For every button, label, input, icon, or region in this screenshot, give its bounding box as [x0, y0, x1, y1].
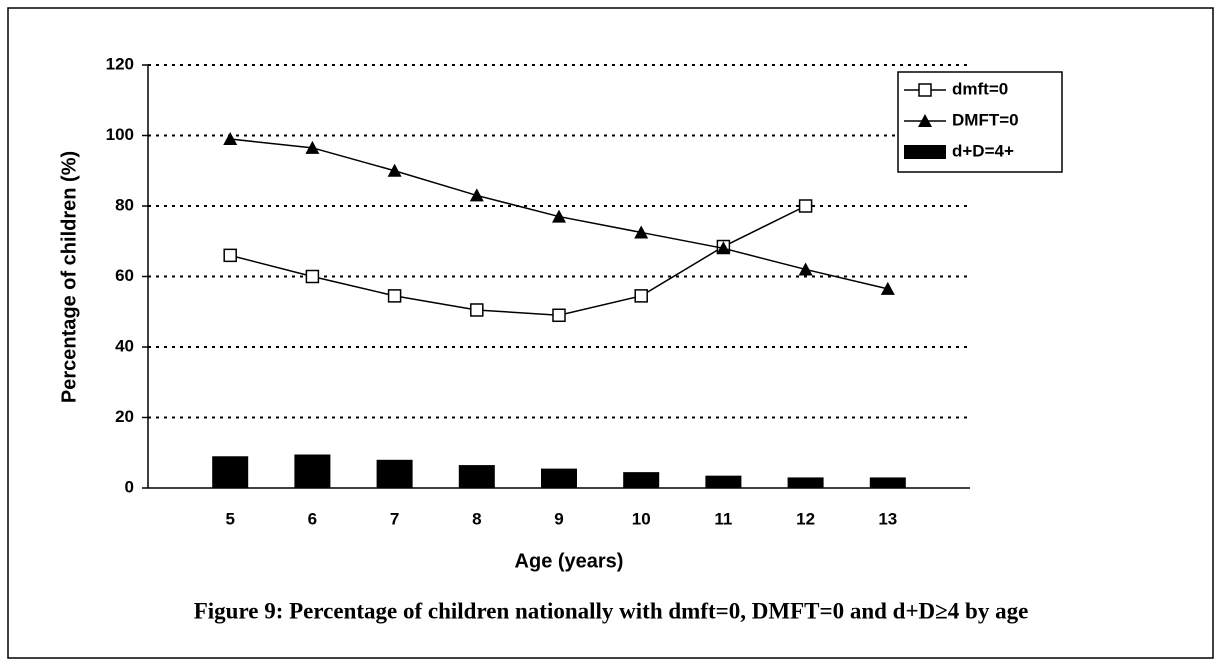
bar [787, 477, 824, 488]
marker [716, 241, 731, 255]
frame [7, 7, 1214, 659]
y-tick-label: 100 [106, 125, 134, 144]
bar [376, 459, 413, 488]
marker [880, 281, 895, 295]
bar [869, 477, 906, 488]
legend-label: dmft=0 [952, 79, 1008, 98]
y-tick-label: 80 [115, 195, 134, 214]
marker [223, 132, 238, 146]
marker [798, 199, 813, 213]
x-tick-label: 11 [714, 509, 732, 528]
bar [294, 454, 331, 488]
bar [212, 456, 249, 488]
x-tick-label: 7 [390, 509, 399, 528]
marker [469, 188, 484, 202]
marker [305, 269, 320, 284]
y-tick-label: 0 [125, 477, 134, 496]
y-tick-label: 20 [115, 407, 134, 426]
y-axis-label: Percentage of children (%) [58, 151, 80, 403]
legend-marker [918, 83, 932, 97]
line [230, 205, 806, 317]
y-tick-label: 40 [115, 336, 134, 355]
legend-swatch [904, 145, 946, 159]
bar [541, 468, 577, 488]
legend-label: d+D=4+ [952, 141, 1014, 160]
bar [458, 465, 495, 488]
legend-label: DMFT=0 [952, 110, 1019, 129]
bar [705, 475, 742, 488]
marker [387, 289, 402, 303]
marker [552, 209, 566, 223]
marker [470, 303, 484, 317]
legend-marker [918, 114, 932, 127]
x-tick-label: 12 [796, 509, 815, 528]
y-tick-label: 120 [106, 54, 134, 73]
x-tick-label: 10 [632, 509, 651, 528]
bar [623, 472, 660, 488]
x-tick-label: 13 [878, 509, 897, 528]
marker [305, 140, 320, 154]
y-tick-label: 60 [115, 266, 134, 285]
caption: Figure 9: Percentage of children nationa… [194, 598, 1029, 623]
x-tick-label: 9 [554, 509, 563, 528]
marker [634, 289, 648, 303]
x-tick-label: 8 [472, 509, 481, 528]
marker [798, 262, 813, 276]
x-tick-label: 6 [308, 509, 317, 528]
marker [634, 225, 649, 239]
x-tick-label: 5 [225, 509, 234, 528]
marker [387, 163, 402, 177]
marker [223, 248, 237, 263]
marker [552, 308, 566, 323]
x-axis-label: Age (years) [515, 550, 624, 572]
